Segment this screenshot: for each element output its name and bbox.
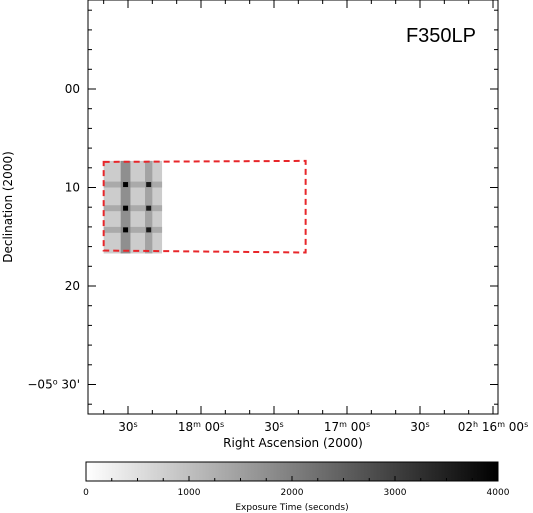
colorbar-ticks: 0 1000 2000 3000 4000 — [83, 476, 510, 498]
x-tick-label: 30s — [264, 420, 283, 435]
y-tick-label: 10 — [65, 181, 80, 195]
exposure-peak — [123, 182, 129, 188]
exposure-tiles — [103, 160, 163, 254]
y-tick-label: 20 — [65, 279, 80, 293]
exposure-peak — [146, 205, 152, 211]
colorbar-tick-label: 2000 — [281, 488, 304, 498]
exposure-overlap-row — [103, 226, 163, 233]
exposure-peak — [123, 227, 129, 233]
colorbar-label: Exposure Time (seconds) — [235, 503, 348, 513]
y-tick-label: 00 — [65, 82, 80, 96]
x-tick-label: 30s — [118, 420, 137, 435]
colorbar-tick-label: 3000 — [384, 488, 407, 498]
footprint-outline — [102, 159, 307, 254]
x-tick-label: 17m 00s — [324, 420, 370, 435]
y-axis-ticks: 00 10 20 −05o 30' — [27, 9, 498, 405]
exposure-overlap-row — [103, 205, 163, 212]
exposure-peak — [123, 205, 129, 211]
x-tick-label: 18m 00s — [178, 420, 224, 435]
x-axis-label: Right Ascension (2000) — [223, 436, 363, 450]
x-axis-ticks: 30s 18m 00s 30s 17m 00s 30s 02h 16m 00s — [103, 0, 529, 435]
x-tick-label: 02h 16m 00s — [458, 420, 529, 435]
exposure-peak — [146, 182, 152, 188]
colorbar-tick-label: 1000 — [178, 488, 201, 498]
y-tick-label: −05o 30' — [27, 377, 80, 392]
panel-label: F350LP — [406, 25, 476, 47]
colorbar-tick-label: 4000 — [487, 488, 510, 498]
exposure-peak — [146, 227, 152, 233]
colorbar-tick-label: 0 — [83, 488, 89, 498]
exposure-overlap-row — [103, 181, 163, 188]
x-tick-label: 30s — [410, 420, 429, 435]
y-axis-label: Declination (2000) — [1, 151, 15, 263]
